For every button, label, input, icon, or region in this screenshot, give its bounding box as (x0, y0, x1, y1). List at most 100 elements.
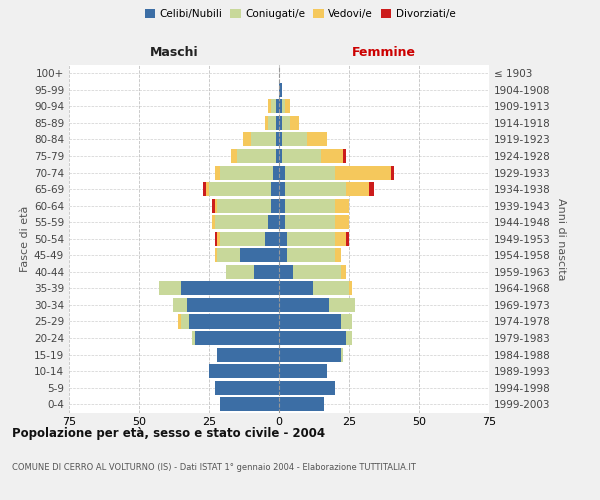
Bar (173, 298, 187, 312)
Bar (329, 298, 355, 312)
Bar (279, 232, 287, 246)
Bar (271, 182, 279, 196)
Bar (178, 314, 181, 328)
Bar (391, 166, 394, 179)
Bar (276, 149, 279, 163)
Bar (279, 198, 284, 212)
Bar (287, 248, 335, 262)
Bar (209, 182, 271, 196)
Bar (343, 149, 346, 163)
Bar (268, 215, 279, 229)
Bar (279, 282, 313, 296)
Bar (341, 265, 346, 279)
Bar (282, 116, 290, 130)
Bar (190, 314, 279, 328)
Bar (335, 166, 391, 179)
Bar (279, 331, 346, 345)
Bar (192, 331, 195, 345)
Bar (346, 232, 349, 246)
Text: Femmine: Femmine (352, 46, 416, 59)
Text: Maschi: Maschi (149, 46, 199, 59)
Bar (265, 116, 268, 130)
Bar (251, 132, 276, 146)
Bar (195, 331, 279, 345)
Bar (268, 116, 276, 130)
Bar (271, 198, 279, 212)
Bar (220, 232, 265, 246)
Bar (279, 149, 282, 163)
Bar (282, 100, 284, 114)
Bar (279, 348, 341, 362)
Bar (215, 380, 279, 394)
Y-axis label: Fasce di età: Fasce di età (20, 206, 30, 272)
Bar (341, 314, 352, 328)
Bar (209, 364, 279, 378)
Bar (203, 182, 206, 196)
Bar (215, 166, 220, 179)
Bar (279, 397, 324, 411)
Bar (181, 282, 279, 296)
Bar (215, 198, 217, 212)
Legend: Celibi/Nubili, Coniugati/e, Vedovi/e, Divorziati/e: Celibi/Nubili, Coniugati/e, Vedovi/e, Di… (140, 5, 460, 24)
Bar (279, 298, 329, 312)
Bar (335, 215, 349, 229)
Bar (217, 348, 279, 362)
Bar (212, 198, 215, 212)
Bar (284, 100, 290, 114)
Y-axis label: Anni di nascita: Anni di nascita (556, 198, 566, 280)
Bar (217, 232, 220, 246)
Bar (284, 215, 335, 229)
Bar (276, 116, 279, 130)
Bar (279, 116, 282, 130)
Bar (321, 149, 343, 163)
Bar (341, 348, 343, 362)
Bar (217, 248, 240, 262)
Bar (181, 314, 190, 328)
Bar (206, 182, 209, 196)
Bar (237, 149, 276, 163)
Bar (226, 265, 254, 279)
Bar (335, 198, 349, 212)
Bar (313, 282, 349, 296)
Bar (279, 83, 282, 97)
Bar (265, 232, 279, 246)
Bar (279, 364, 326, 378)
Bar (282, 132, 307, 146)
Bar (279, 132, 282, 146)
Bar (279, 380, 335, 394)
Bar (212, 215, 215, 229)
Bar (215, 248, 217, 262)
Text: COMUNE DI CERRO AL VOLTURNO (IS) - Dati ISTAT 1° gennaio 2004 - Elaborazione TUT: COMUNE DI CERRO AL VOLTURNO (IS) - Dati … (12, 462, 416, 471)
Bar (242, 132, 251, 146)
Bar (271, 100, 276, 114)
Bar (284, 166, 335, 179)
Bar (279, 314, 341, 328)
Bar (279, 265, 293, 279)
Bar (215, 215, 268, 229)
Bar (349, 282, 352, 296)
Bar (268, 100, 271, 114)
Bar (346, 182, 368, 196)
Bar (220, 397, 279, 411)
Bar (279, 182, 284, 196)
Bar (279, 100, 282, 114)
Bar (220, 166, 274, 179)
Bar (290, 116, 299, 130)
Text: Popolazione per età, sesso e stato civile - 2004: Popolazione per età, sesso e stato civil… (12, 428, 325, 440)
Bar (284, 182, 346, 196)
Bar (276, 132, 279, 146)
Bar (240, 248, 279, 262)
Bar (279, 166, 284, 179)
Bar (254, 265, 279, 279)
Bar (335, 232, 346, 246)
Bar (274, 166, 279, 179)
Bar (187, 298, 279, 312)
Bar (307, 132, 326, 146)
Bar (368, 182, 374, 196)
Bar (279, 215, 284, 229)
Bar (284, 198, 335, 212)
Bar (346, 331, 352, 345)
Bar (158, 282, 181, 296)
Bar (287, 232, 335, 246)
Bar (335, 248, 341, 262)
